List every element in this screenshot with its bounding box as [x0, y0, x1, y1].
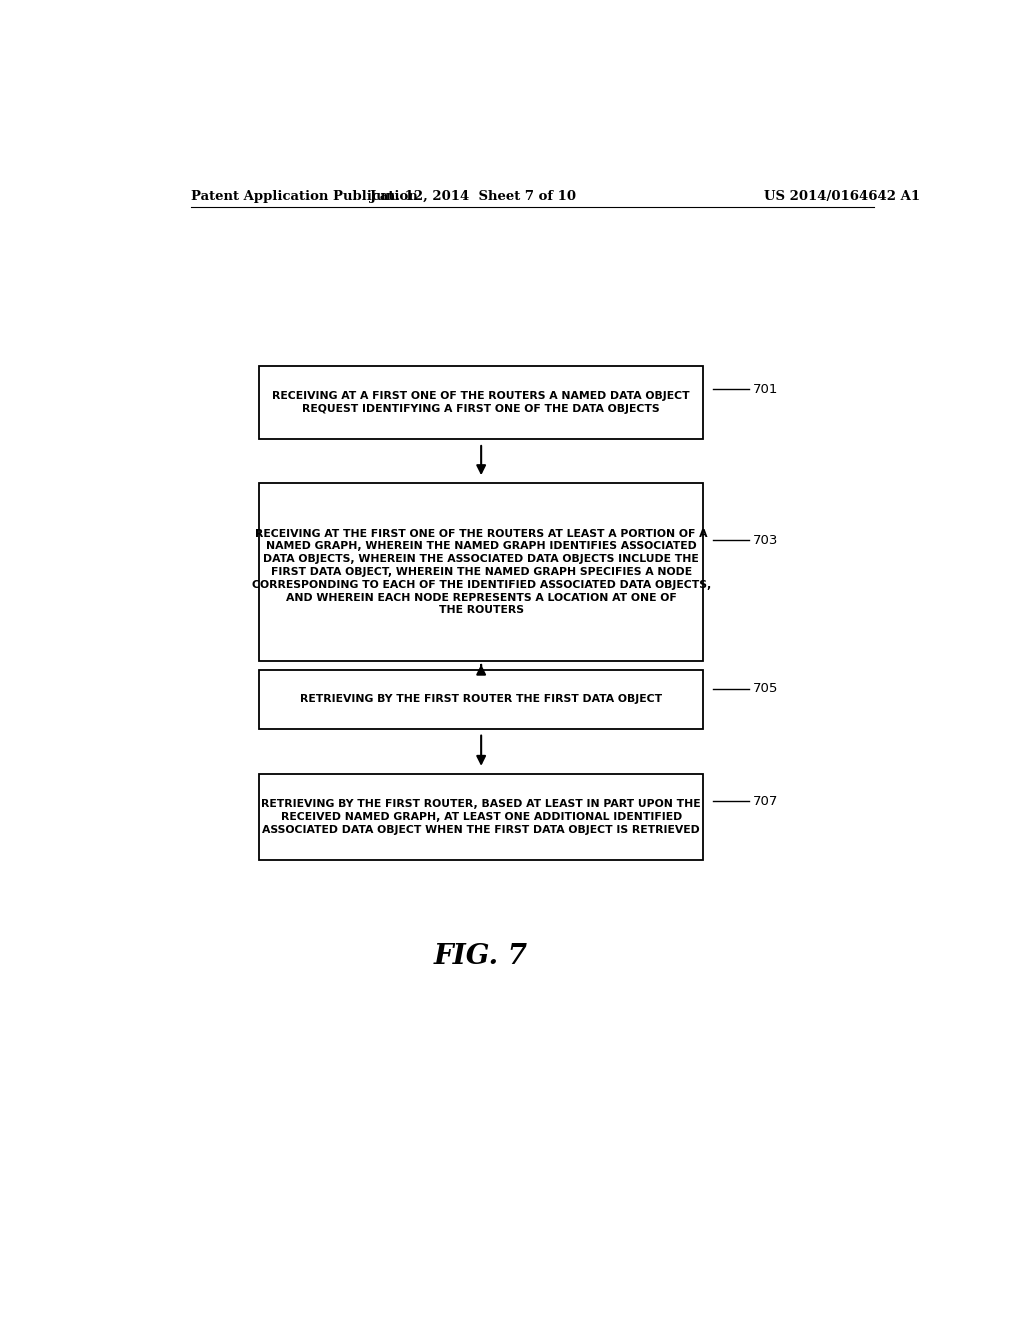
Text: US 2014/0164642 A1: US 2014/0164642 A1	[764, 190, 921, 202]
Text: 707: 707	[753, 795, 778, 808]
Text: 701: 701	[753, 383, 778, 396]
Bar	[259, 774, 703, 861]
Bar	[259, 366, 703, 440]
Bar	[259, 483, 703, 661]
Text: Jun. 12, 2014  Sheet 7 of 10: Jun. 12, 2014 Sheet 7 of 10	[371, 190, 577, 202]
Text: RECEIVING AT THE FIRST ONE OF THE ROUTERS AT LEAST A PORTION OF A
NAMED GRAPH, W: RECEIVING AT THE FIRST ONE OF THE ROUTER…	[252, 529, 711, 615]
Bar	[259, 669, 703, 729]
Text: RETRIEVING BY THE FIRST ROUTER THE FIRST DATA OBJECT: RETRIEVING BY THE FIRST ROUTER THE FIRST…	[300, 694, 663, 704]
Text: FIG. 7: FIG. 7	[434, 942, 528, 970]
Text: Patent Application Publication: Patent Application Publication	[191, 190, 418, 202]
Text: RETRIEVING BY THE FIRST ROUTER, BASED AT LEAST IN PART UPON THE
RECEIVED NAMED G: RETRIEVING BY THE FIRST ROUTER, BASED AT…	[261, 799, 701, 834]
Text: RECEIVING AT A FIRST ONE OF THE ROUTERS A NAMED DATA OBJECT
REQUEST IDENTIFYING : RECEIVING AT A FIRST ONE OF THE ROUTERS …	[272, 391, 690, 413]
Text: 703: 703	[753, 533, 778, 546]
Text: 705: 705	[753, 682, 778, 696]
